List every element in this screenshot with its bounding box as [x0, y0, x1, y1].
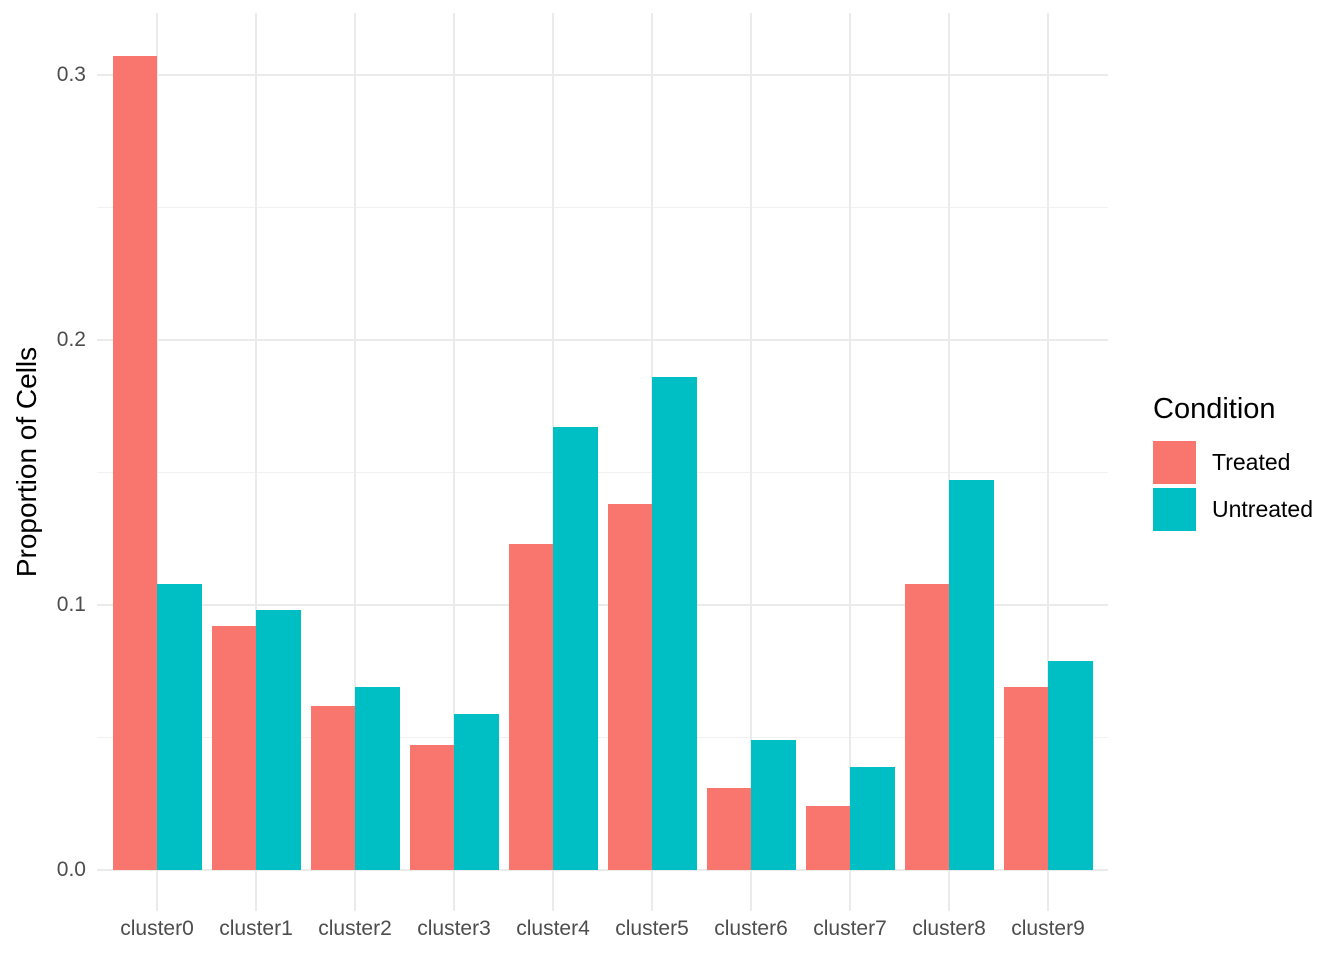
y-tick-label: 0.3: [56, 63, 86, 86]
x-tick-label: cluster0: [120, 917, 194, 940]
bar-untreated-cluster6: [751, 740, 796, 870]
bar-treated-cluster5: [607, 504, 652, 870]
gridline-major-vertical: [255, 13, 257, 911]
y-tick-label: 0.2: [56, 328, 86, 351]
bar-treated-cluster4: [508, 544, 553, 870]
bar-untreated-cluster3: [454, 713, 499, 870]
gridline-major-vertical: [1047, 13, 1049, 911]
bar-treated-cluster9: [1003, 687, 1048, 870]
legend-swatch-untreated: [1153, 488, 1196, 531]
x-tick-label: cluster5: [615, 917, 689, 940]
legend-swatch-treated: [1153, 441, 1196, 484]
bar-untreated-cluster9: [1048, 660, 1093, 870]
bar-untreated-cluster5: [652, 377, 697, 870]
bar-treated-cluster6: [706, 787, 751, 870]
legend-title: Condition: [1153, 393, 1276, 425]
x-tick-label: cluster4: [516, 917, 590, 940]
bar-untreated-cluster8: [949, 480, 994, 870]
gridline-major-vertical: [849, 13, 851, 911]
gridline-major-vertical: [453, 13, 455, 911]
gridline-major-vertical: [354, 13, 356, 911]
x-tick-label: cluster8: [912, 917, 986, 940]
bar-treated-cluster3: [409, 745, 454, 870]
x-tick-label: cluster1: [219, 917, 293, 940]
legend-label: Treated: [1212, 449, 1291, 475]
gridline-major-vertical: [948, 13, 950, 911]
legend: Condition Treated Untreated: [1153, 393, 1343, 535]
legend-item-untreated: Untreated: [1153, 488, 1343, 531]
gridline-minor-horizontal: [97, 737, 1108, 738]
bar-treated-cluster2: [310, 705, 355, 870]
bar-treated-cluster0: [112, 56, 157, 870]
legend-items: Treated Untreated: [1153, 441, 1343, 531]
bar-treated-cluster7: [805, 806, 850, 870]
x-tick-label: cluster3: [417, 917, 491, 940]
legend-label: Untreated: [1212, 496, 1314, 522]
bar-untreated-cluster2: [355, 687, 400, 870]
bar-treated-cluster1: [211, 626, 256, 870]
gridline-major-vertical: [156, 13, 158, 911]
bar-untreated-cluster0: [157, 583, 202, 870]
gridline-major-horizontal: [97, 339, 1108, 341]
bar-untreated-cluster7: [850, 766, 895, 870]
gridline-major-horizontal: [97, 604, 1108, 606]
gridline-minor-horizontal: [97, 207, 1108, 208]
gridline-major-horizontal: [97, 869, 1108, 871]
y-tick-label: 0.0: [56, 858, 86, 881]
legend-item-treated: Treated: [1153, 441, 1343, 484]
bar-untreated-cluster4: [553, 427, 598, 870]
x-tick-label: cluster2: [318, 917, 392, 940]
bar-treated-cluster8: [904, 583, 949, 870]
x-tick-label: cluster9: [1011, 917, 1085, 940]
gridline-minor-horizontal: [97, 472, 1108, 473]
x-tick-label: cluster7: [813, 917, 887, 940]
y-tick-label: 0.1: [56, 593, 86, 616]
gridline-major-horizontal: [97, 74, 1108, 76]
x-tick-label: cluster6: [714, 917, 788, 940]
bar-untreated-cluster1: [256, 610, 301, 870]
gridline-major-vertical: [750, 13, 752, 911]
